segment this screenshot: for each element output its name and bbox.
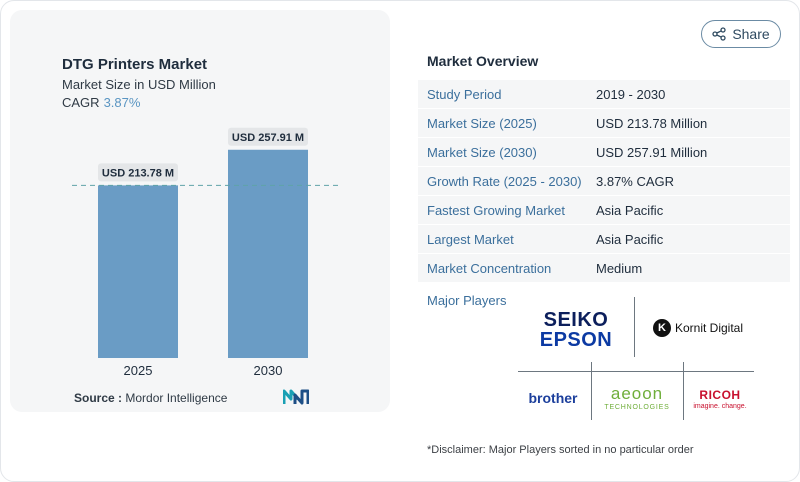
logo-divider xyxy=(683,362,684,420)
overview-value: 2019 - 2030 xyxy=(596,86,666,102)
market-overview-table: Study Period 2019 - 2030 Market Size (202… xyxy=(418,80,790,283)
aeoon-logo-line1: aeoon xyxy=(610,384,664,403)
data-label-bg xyxy=(228,127,308,146)
overview-row: Study Period 2019 - 2030 xyxy=(418,80,790,109)
aeoon-logo-line2: TECHNOLOGIES xyxy=(604,404,670,411)
overview-row: Growth Rate (2025 - 2030) 3.87% CAGR xyxy=(418,167,790,196)
x-tick-label: 2030 xyxy=(254,363,283,378)
overview-row: Largest Market Asia Pacific xyxy=(418,225,790,254)
overview-value: 3.87% CAGR xyxy=(596,173,675,189)
overview-row: Market Concentration Medium xyxy=(418,254,790,283)
overview-value: USD 257.91 Million xyxy=(596,144,708,160)
overview-value: Asia Pacific xyxy=(596,231,664,247)
x-tick-label: 2025 xyxy=(124,363,153,378)
source-value: Mordor Intelligence xyxy=(125,391,228,405)
ricoh-logo: RICOH imagine. change. xyxy=(690,386,750,412)
ricoh-logo-line1: RICOH xyxy=(699,387,741,402)
bar-2025 xyxy=(98,185,178,358)
source-label: Source : xyxy=(74,391,123,405)
market-overview-title: Market Overview xyxy=(427,53,539,69)
data-label: USD 257.91 M xyxy=(232,132,304,144)
cagr-value: 3.87% xyxy=(103,95,141,110)
overview-row: Fastest Growing Market Asia Pacific xyxy=(418,196,790,225)
chart-card xyxy=(10,10,390,412)
overview-value: Medium xyxy=(596,260,643,276)
kornit-digital-logo: K Kornit Digital xyxy=(648,313,748,343)
ricoh-logo-line2: imagine. change. xyxy=(693,402,747,410)
chart-subtitle: Market Size in USD Million xyxy=(62,77,216,92)
chart-title: DTG Printers Market xyxy=(62,56,208,73)
epson-logo-line1: SEIKO xyxy=(543,309,609,331)
overview-key: Fastest Growing Market xyxy=(427,202,565,218)
logo-divider xyxy=(518,371,754,372)
logo-divider xyxy=(591,362,592,420)
cagr-line: CAGR 3.87% xyxy=(62,95,140,110)
cagr-label: CAGR xyxy=(62,95,100,110)
overview-row: Market Size (2025) USD 213.78 Million xyxy=(418,109,790,138)
disclaimer: *Disclaimer: Major Players sorted in no … xyxy=(427,444,694,456)
kornit-logo-text: Kornit Digital xyxy=(674,321,744,335)
source-line: Source : Mordor Intelligence xyxy=(74,391,227,405)
share-button[interactable]: Share xyxy=(701,20,781,48)
share-label: Share xyxy=(732,26,770,42)
overview-key: Market Size (2025) xyxy=(427,115,537,131)
bar-chart: USD 213.78 M 2025 USD 257.91 M 2030 xyxy=(72,127,338,378)
overview-key: Growth Rate (2025 - 2030) xyxy=(427,173,582,189)
overview-value: Asia Pacific xyxy=(596,202,664,218)
overview-key: Market Size (2030) xyxy=(427,144,537,160)
overview-row: Market Size (2030) USD 257.91 Million xyxy=(418,138,790,167)
logo-divider xyxy=(634,297,635,357)
epson-logo-line2: EPSON xyxy=(539,329,613,351)
aeoon-technologies-logo: aeoon TECHNOLOGIES xyxy=(596,378,678,418)
overview-value: USD 213.78 Million xyxy=(596,115,708,131)
overview-key: Largest Market xyxy=(427,231,514,247)
seiko-epson-logo: SEIKO EPSON xyxy=(532,309,620,351)
kornit-mark-icon: K xyxy=(652,319,671,337)
share-icon xyxy=(712,27,726,41)
bar-2030 xyxy=(228,149,308,358)
brother-logo: brother xyxy=(528,390,578,406)
overview-key: Market Concentration xyxy=(427,260,552,276)
overview-key: Study Period xyxy=(427,86,502,102)
mordor-intelligence-logo xyxy=(283,389,309,405)
data-label: USD 213.78 M xyxy=(102,167,174,179)
data-label-bg xyxy=(98,163,178,182)
major-players-label: Major Players xyxy=(427,293,507,308)
